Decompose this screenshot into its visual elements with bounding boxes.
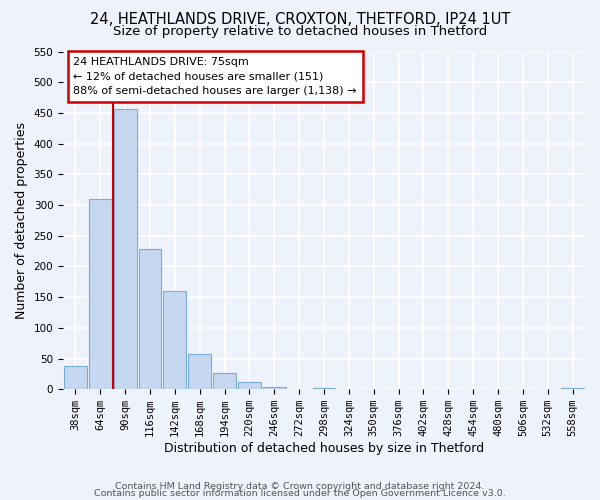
- Bar: [263, 388, 286, 389]
- Bar: [188, 354, 211, 389]
- Bar: [139, 248, 161, 389]
- Text: Contains public sector information licensed under the Open Government Licence v3: Contains public sector information licen…: [94, 489, 506, 498]
- Bar: [313, 388, 335, 389]
- Bar: [64, 366, 87, 389]
- Y-axis label: Number of detached properties: Number of detached properties: [15, 122, 28, 319]
- Bar: [238, 382, 261, 389]
- Bar: [561, 388, 584, 389]
- Text: 24 HEATHLANDS DRIVE: 75sqm
← 12% of detached houses are smaller (151)
88% of sem: 24 HEATHLANDS DRIVE: 75sqm ← 12% of deta…: [73, 56, 357, 96]
- Bar: [89, 199, 112, 389]
- Text: Contains HM Land Registry data © Crown copyright and database right 2024.: Contains HM Land Registry data © Crown c…: [115, 482, 485, 491]
- Bar: [213, 374, 236, 389]
- Bar: [163, 291, 187, 389]
- Text: Size of property relative to detached houses in Thetford: Size of property relative to detached ho…: [113, 25, 487, 38]
- Bar: [114, 108, 137, 389]
- Text: 24, HEATHLANDS DRIVE, CROXTON, THETFORD, IP24 1UT: 24, HEATHLANDS DRIVE, CROXTON, THETFORD,…: [90, 12, 510, 28]
- X-axis label: Distribution of detached houses by size in Thetford: Distribution of detached houses by size …: [164, 442, 484, 455]
